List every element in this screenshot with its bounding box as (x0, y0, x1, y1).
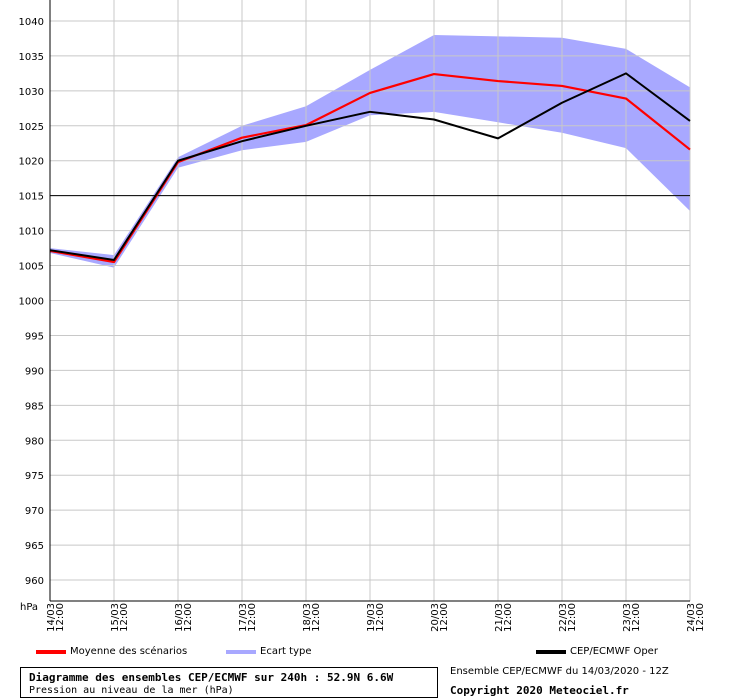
y-tick-label: 960 (25, 576, 44, 587)
axis-layer: 960 965 970 975 980 985 990 995 1000 1005 1010 1015… (19, 0, 706, 632)
y-tick-label: 1015 (19, 192, 44, 203)
x-tick-date: 22/03 (558, 603, 569, 632)
x-tick-time: 12:00 (695, 603, 706, 632)
y-tick-label: 970 (25, 506, 44, 517)
y-tick-label: 975 (25, 471, 44, 482)
x-tick-date: 16/03 (174, 603, 185, 632)
chart-title: Diagramme des ensembles CEP/ECMWF sur 24… (29, 671, 394, 684)
x-tick-time: 12:00 (183, 603, 194, 632)
source-note: Ensemble CEP/ECMWF du 14/03/2020 - 12Z (450, 666, 669, 677)
y-tick-label: 990 (25, 366, 44, 377)
y-tick-label: 965 (25, 541, 44, 552)
chart-subtitle: Pression au niveau de la mer (hPa) (29, 685, 234, 696)
x-tick-time: 12:00 (631, 603, 642, 632)
series-lines-layer (49, 72, 691, 264)
y-tick-label: 985 (25, 401, 44, 412)
legend-band-label: Ecart type (260, 646, 312, 657)
x-tick-time: 12:00 (55, 603, 66, 632)
chart-info-box: Diagramme des ensembles CEP/ECMWF sur 24… (20, 667, 438, 698)
series-line-oper (49, 72, 691, 261)
legend-mean: Moyenne des scénarios (36, 646, 187, 657)
std-dev-band-layer (50, 34, 690, 268)
y-tick-label: 1040 (19, 17, 44, 28)
x-tick-time: 12:00 (311, 603, 322, 632)
x-tick-time: 12:00 (247, 603, 258, 632)
x-tick-date: 15/03 (110, 603, 121, 632)
y-tick-label: 1000 (19, 297, 44, 308)
x-tick-time: 12:00 (503, 603, 514, 632)
y-tick-label: 995 (25, 331, 44, 342)
y-axis-unit-label: hPa (20, 602, 38, 613)
x-tick-date: 20/03 (430, 603, 441, 632)
legend-mean-label: Moyenne des scénarios (70, 646, 188, 657)
y-tick-label: 980 (25, 436, 44, 447)
y-tick-label: 1025 (19, 122, 44, 133)
legend-band: Ecart type (226, 646, 312, 657)
x-tick-date: 19/03 (366, 603, 377, 632)
y-tick-label: 1010 (19, 227, 44, 238)
legend-oper: CEP/ECMWF Oper (536, 646, 658, 657)
x-tick-time: 12:00 (567, 603, 578, 632)
y-tick-label: 1020 (19, 157, 44, 168)
chart-canvas: 960 965 970 975 980 985 990 995 1000 1005 1010 1015… (19, 0, 706, 632)
std-dev-band (50, 34, 690, 268)
y-tick-label: 1030 (19, 87, 44, 98)
legend-band-swatch (226, 649, 256, 654)
x-tick-date: 24/03 (686, 603, 697, 632)
legend-mean-swatch (36, 649, 66, 654)
x-tick-time: 12:00 (119, 603, 130, 632)
y-tick-label: 1005 (19, 262, 44, 273)
x-tick-date: 17/03 (238, 603, 249, 632)
legend-oper-label: CEP/ECMWF Oper (570, 646, 658, 657)
x-tick-date: 21/03 (494, 603, 505, 632)
y-tick-label: 1035 (19, 52, 44, 63)
x-tick-date: 18/03 (302, 603, 313, 632)
legend-oper-swatch (536, 649, 566, 654)
x-tick-time: 12:00 (375, 603, 386, 632)
x-tick-date: 14/03 (46, 603, 57, 632)
x-tick-time: 12:00 (439, 603, 450, 632)
x-tick-date: 23/03 (622, 603, 633, 632)
copyright-note: Copyright 2020 Meteociel.fr (450, 684, 629, 697)
